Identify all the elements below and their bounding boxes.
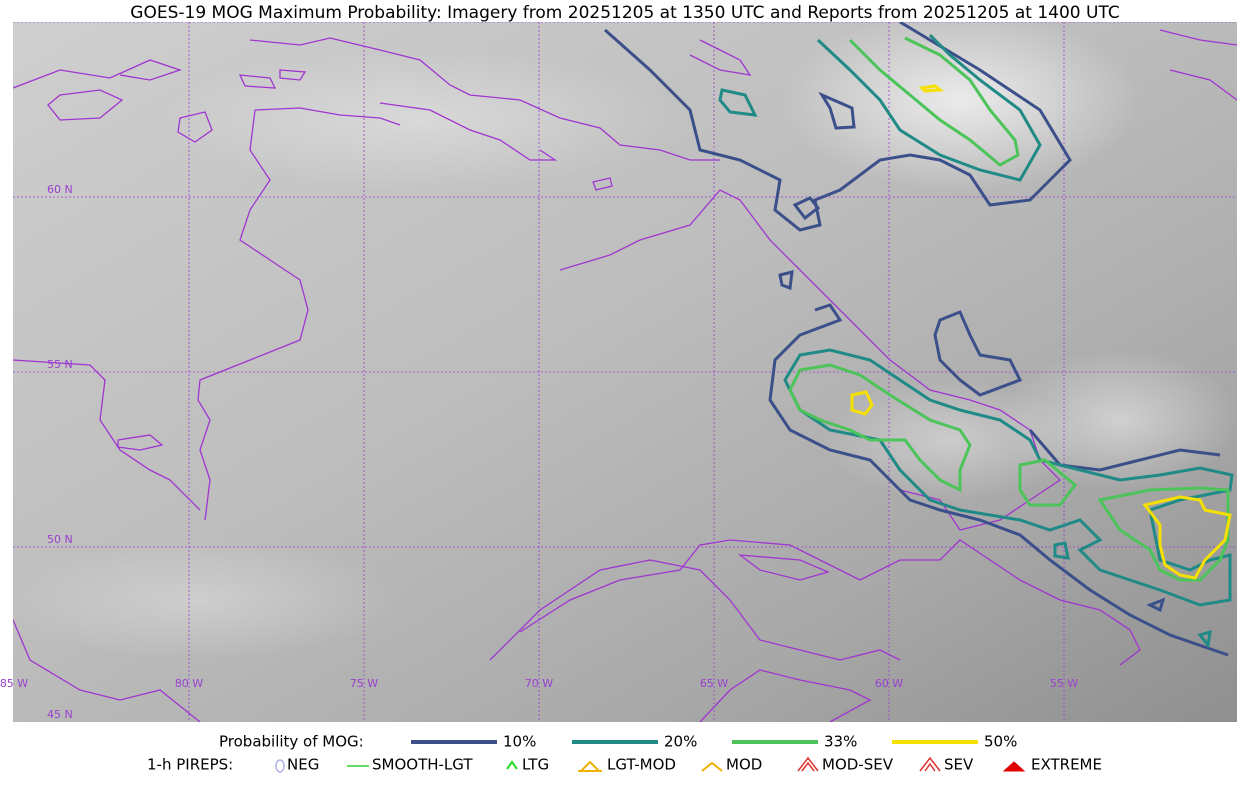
contour-20 [816, 33, 1042, 182]
contour-10 [604, 22, 1072, 232]
contour-10 [818, 91, 856, 130]
legend-icon [275, 759, 285, 773]
coastline [699, 669, 872, 722]
legend-icon [1002, 761, 1026, 772]
coastline [519, 539, 1141, 666]
legend-entry: 20% [664, 733, 697, 751]
island [592, 177, 613, 191]
latitude-label: 45 N [47, 708, 73, 721]
legend-entry: MOD-SEV [822, 756, 894, 774]
coastline [13, 59, 183, 89]
contour-33 [1018, 458, 1078, 507]
legend-icon [919, 756, 941, 772]
coastline [489, 559, 901, 661]
coastline [13, 619, 201, 722]
coastline [13, 359, 201, 511]
legend-label: 1-h PIREPS: [147, 756, 233, 774]
contour-33 [848, 36, 1020, 167]
contour-10 [778, 270, 794, 291]
coastline [254, 107, 401, 126]
cloud [780, 22, 1140, 190]
legend-entry: SEV [944, 756, 974, 774]
contour-10 [933, 310, 1023, 397]
latitude-label: 60 N [47, 183, 73, 196]
legend-entry: NEG [287, 756, 319, 774]
legend-label: Probability of MOG: [219, 733, 364, 751]
coastline [1159, 29, 1237, 101]
longitude-label: 70 W [525, 677, 553, 690]
contour-50 [1142, 495, 1232, 580]
title: GOES-19 MOG Maximum Probability: Imagery… [130, 3, 1119, 23]
legend-icon [797, 756, 819, 772]
probability-contours [604, 22, 1234, 657]
island [47, 89, 124, 121]
island [737, 554, 830, 581]
legend-entry: MOD [726, 756, 762, 774]
legend-entry: 33% [824, 733, 857, 751]
legend-entry: LGT-MOD [607, 756, 676, 774]
longitude-label: 55 W [1050, 677, 1078, 690]
map [13, 22, 1237, 722]
legend-icon [578, 760, 602, 772]
longitude-label: 60 W [875, 677, 903, 690]
contour-20 [718, 88, 758, 117]
latitude-label: 55 N [47, 358, 73, 371]
contour-10 [792, 196, 821, 221]
contour-50 [850, 390, 874, 416]
contour-10 [768, 303, 1229, 657]
cloud [160, 50, 680, 190]
longitude-label: 75 W [350, 677, 378, 690]
coastline [379, 102, 558, 161]
legend-entry: EXTREME [1031, 756, 1102, 774]
coastline [249, 37, 720, 161]
coastline [559, 189, 1062, 531]
contour-50 [918, 84, 944, 93]
legend-icon [701, 761, 723, 772]
legend: Probability of MOG: 10% 20% 33% 50% 1-h PIREP… [147, 733, 1102, 774]
contour-20 [1053, 541, 1212, 649]
coastline [689, 39, 752, 76]
island [238, 69, 307, 89]
contour-10 [1146, 597, 1166, 613]
longitude-label: 65 W [700, 677, 728, 690]
coastline [197, 109, 309, 521]
contour-33 [788, 363, 972, 493]
legend-entry: 10% [503, 733, 536, 751]
legend-icon [506, 760, 518, 770]
lake [117, 434, 164, 451]
legend-entry: SMOOTH-LGT [372, 756, 473, 774]
latitude-label: 50 N [47, 533, 73, 546]
legend-entry: 50% [984, 733, 1017, 751]
longitude-label: 80 W [175, 677, 203, 690]
legend-entry: LTG [522, 756, 549, 774]
island [177, 111, 213, 143]
contour-33 [1097, 486, 1230, 582]
longitude-label: 85 W [0, 677, 28, 690]
cloud [13, 540, 400, 660]
coastlines [13, 29, 1237, 722]
cloud [820, 380, 1080, 500]
contour-10 [1028, 429, 1221, 472]
